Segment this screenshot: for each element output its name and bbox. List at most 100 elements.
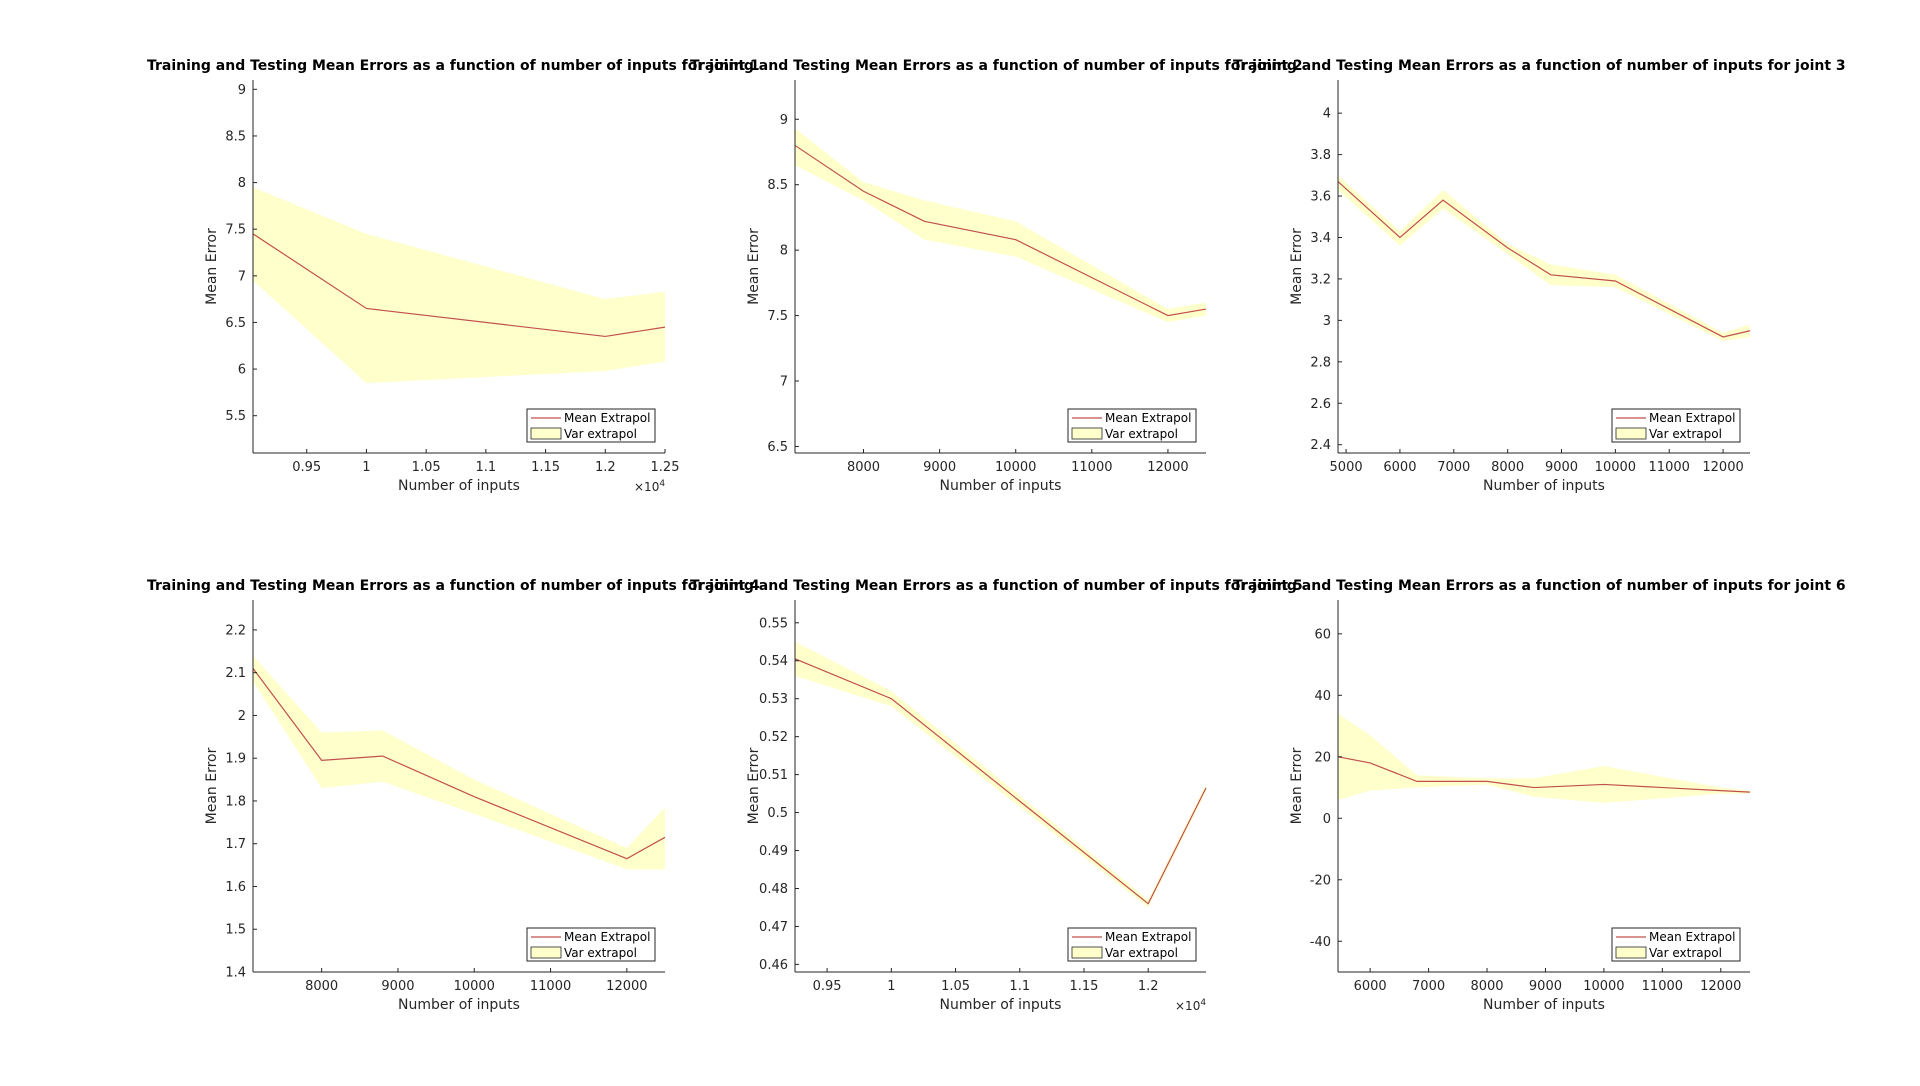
mean-line: [252, 668, 666, 860]
y-tick-label: 0.48: [759, 882, 788, 897]
y-tick-label: 0.52: [759, 730, 788, 745]
legend-var-swatch: [1071, 946, 1103, 959]
y-axis-label: Mean Error: [204, 747, 220, 824]
y-tick-label: 9: [780, 113, 788, 128]
y-tick-label: 3.4: [1310, 231, 1331, 246]
legend-var-swatch: [1615, 427, 1647, 440]
x-tick-label: 1.05: [941, 979, 970, 994]
x-tick-label: 6000: [1383, 460, 1416, 475]
y-tick-label: -40: [1310, 935, 1331, 950]
x-axis-label: Number of inputs: [398, 478, 520, 494]
legend-var-swatch: [1071, 427, 1103, 440]
variance-band: [1338, 713, 1750, 803]
x-tick-label: 8000: [1491, 460, 1524, 475]
x-exponent-times: ×10: [1175, 999, 1200, 1013]
legend-var-swatch: [530, 946, 562, 959]
y-tick-label: 0.55: [759, 616, 788, 631]
y-tick-label: 0: [1323, 812, 1331, 827]
legend-mean-label: Mean Extrapol: [1649, 930, 1735, 944]
x-tick-label: 1.1: [1009, 979, 1030, 994]
variance-band: [1338, 175, 1750, 342]
chart-title: Training and Testing Mean Errors as a fu…: [690, 578, 1303, 594]
variance-band: [253, 655, 665, 870]
x-exponent-label: ×104: [1175, 998, 1206, 1013]
subplot-joint-2: 8000 9000 10000 11000 12000 6.5 7 7.5 8 8.5 9 Numbe…: [690, 58, 1303, 494]
x-tick-label: 1.15: [531, 460, 560, 475]
x-tick-label: 1.1: [476, 460, 497, 475]
subplot-joint-4: 8000 9000 10000 11000 12000 1.4 1.5 1.6 1.7 1.8 1.…: [147, 578, 760, 1013]
x-tick-label: 9000: [381, 979, 414, 994]
legend-var-label: Var extrapol: [1649, 946, 1722, 960]
subplot-joint-5: 0.95 1 1.05 1.1 1.15 1.2 0.46 0.47 0.48 0.49 0.5 0.…: [690, 578, 1303, 1013]
y-tick-label: 1.8: [225, 794, 246, 809]
y-axis-label: Mean Error: [746, 228, 762, 305]
y-tick-label: -20: [1310, 873, 1331, 888]
legend-var-label: Var extrapol: [564, 946, 637, 960]
x-tick-label: 1.2: [1138, 979, 1159, 994]
x-tick-label: 12000: [1702, 460, 1743, 475]
x-tick-label: 0.95: [813, 979, 842, 994]
mean-line: [794, 658, 1207, 905]
y-tick-label: 2.2: [225, 623, 246, 638]
x-tick-label: 9000: [1545, 460, 1578, 475]
x-tick-label: 12000: [606, 979, 647, 994]
y-tick-label: 1.4: [225, 966, 246, 981]
y-tick-label: 3.8: [1310, 148, 1331, 163]
x-tick-label: 11000: [1649, 460, 1690, 475]
y-tick-label: 0.49: [759, 844, 788, 859]
y-tick-label: 6.5: [767, 440, 788, 455]
legend-var-label: Var extrapol: [1105, 427, 1178, 441]
legend-mean-label: Mean Extrapol: [1105, 411, 1191, 425]
x-tick-label: 1: [887, 979, 895, 994]
y-tick-label: 2.1: [225, 666, 246, 681]
y-tick-label: 2.8: [1310, 355, 1331, 370]
x-axis-label: Number of inputs: [940, 997, 1062, 1013]
y-tick-label: 1.7: [225, 837, 246, 852]
chart-title: Training and Testing Mean Errors as a fu…: [1233, 578, 1846, 594]
x-tick-label: 1.2: [595, 460, 616, 475]
x-tick-label: 1.05: [412, 460, 441, 475]
y-tick-label: 8: [238, 176, 246, 191]
y-tick-label: 2.4: [1310, 438, 1331, 453]
y-tick-label: 60: [1314, 627, 1331, 642]
y-axis-label: Mean Error: [1289, 747, 1305, 824]
legend-mean-label: Mean Extrapol: [1105, 930, 1191, 944]
x-exponent-label: ×104: [634, 479, 665, 494]
legend-var-swatch: [530, 427, 562, 440]
x-axis-label: Number of inputs: [1483, 478, 1605, 494]
legend: Mean Extrapol Var extrapol: [1611, 927, 1741, 962]
legend: Mean Extrapol Var extrapol: [526, 408, 656, 443]
subplot-joint-6: 6000 7000 8000 9000 10000 11000 12000 -40 -20 0 20…: [1233, 578, 1846, 1013]
y-tick-label: 3.2: [1310, 272, 1331, 287]
y-tick-label: 7: [238, 269, 246, 284]
mean-line: [1337, 181, 1751, 338]
y-tick-label: 5.5: [225, 409, 246, 424]
y-tick-label: 0.53: [759, 692, 788, 707]
x-exponent-power: 4: [1200, 998, 1206, 1008]
legend-var-label: Var extrapol: [1105, 946, 1178, 960]
legend: Mean Extrapol Var extrapol: [1067, 408, 1197, 443]
legend-var-label: Var extrapol: [564, 427, 637, 441]
x-tick-label: 5000: [1330, 460, 1363, 475]
legend: Mean Extrapol Var extrapol: [526, 927, 656, 962]
x-tick-label: 9000: [1529, 979, 1562, 994]
x-tick-label: 8000: [1470, 979, 1503, 994]
x-exponent-power: 4: [659, 479, 665, 489]
y-tick-label: 2.6: [1310, 397, 1331, 412]
y-tick-label: 0.51: [759, 768, 788, 783]
y-tick-label: 8: [780, 244, 788, 259]
x-tick-label: 1.25: [651, 460, 680, 475]
y-tick-label: 40: [1314, 689, 1331, 704]
x-tick-label: 10000: [1595, 460, 1636, 475]
x-tick-label: 0.95: [292, 460, 321, 475]
legend-var-label: Var extrapol: [1649, 427, 1722, 441]
y-tick-label: 7: [780, 375, 788, 390]
y-tick-label: 0.5: [767, 806, 788, 821]
variance-band: [253, 187, 665, 384]
x-exponent-times: ×10: [634, 480, 659, 494]
y-tick-label: 7.5: [767, 309, 788, 324]
x-tick-label: 1.15: [1070, 979, 1099, 994]
x-tick-label: 12000: [1700, 979, 1741, 994]
variance-band: [795, 128, 1206, 323]
